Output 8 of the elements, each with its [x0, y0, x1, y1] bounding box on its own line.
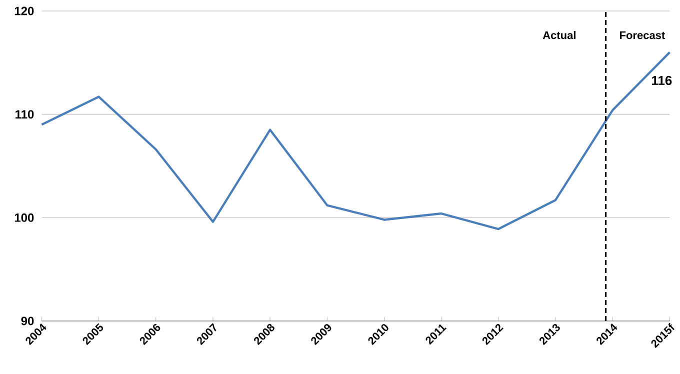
y-tick-label: 90: [21, 316, 34, 326]
y-tick-label: 110: [16, 110, 34, 119]
annotation: Actual: [542, 31, 576, 40]
y-tick-label: 120: [14, 6, 34, 16]
y-tick-label: 100: [14, 213, 34, 222]
data-label: 116: [652, 76, 672, 86]
annotation: Forecast: [620, 31, 665, 40]
line-series: [40, 51, 671, 230]
